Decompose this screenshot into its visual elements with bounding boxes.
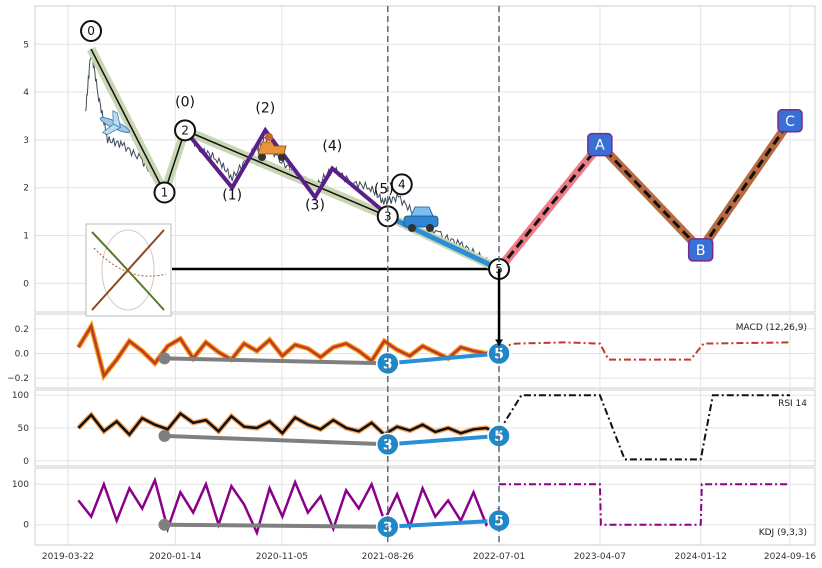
x-tick-label: 2020-01-14 (149, 552, 202, 562)
car-wheel (408, 224, 416, 232)
macd-label: MACD (12,26,9) (736, 323, 807, 333)
rsi-forecast-line (498, 394, 790, 461)
macd-divergence-extension (387, 351, 500, 366)
rsi-wave-marker (376, 432, 400, 457)
macd-divergence-origin (158, 352, 171, 365)
abc-marker-label: C (785, 114, 795, 130)
macd-main-line (77, 323, 500, 379)
airplane-wing (101, 123, 122, 136)
x-tick-label: 2019-03-22 (42, 552, 94, 562)
wave-sub-line (183, 126, 386, 214)
wave-main-label: 1 (161, 185, 169, 199)
map-ring (101, 229, 155, 311)
abc-marker-box (587, 132, 613, 157)
scooter-icon (257, 133, 287, 161)
macd-forecast-line (498, 341, 791, 361)
kdj-main-line (77, 476, 500, 537)
wave-main-circle (174, 119, 197, 142)
car-wheel (426, 224, 434, 232)
kdj-forecast-line (499, 483, 790, 526)
subwave-label: (2) (255, 100, 275, 116)
abc-marker-label: A (595, 138, 605, 154)
price-y-tick-label: 5 (23, 40, 29, 50)
abc-marker-box (777, 109, 803, 133)
price-y-tick-label: 3 (23, 136, 29, 146)
macd-y-tick-label: 0.0 (15, 349, 30, 359)
price-y-tick-label: 1 (23, 232, 29, 242)
macd-divergence-line (164, 356, 388, 366)
rsi-wave-marker-label: 3 (383, 437, 393, 453)
macd-y-tick-label: −0.2 (7, 374, 29, 384)
x-tick-label: 2021-08-26 (362, 552, 415, 562)
macd-wave-marker-label: 5 (494, 346, 504, 362)
kdj-y-tick-label: 0 (23, 521, 29, 531)
wave-main-label: 2 (181, 123, 189, 137)
price-series-line (85, 51, 497, 273)
rsi-frame (34, 389, 816, 467)
wave-main-circle (80, 20, 103, 43)
projection-dashed-line (497, 119, 792, 270)
rsi-divergence-extension (387, 433, 500, 447)
axes: 2019-03-22 2020-01-14 2020-11-05 2021-08-26… (7, 40, 816, 562)
rsi-y-tick-label: 100 (12, 391, 29, 401)
scooter-body (257, 141, 287, 155)
x-tick-label: 2020-11-05 (256, 552, 308, 562)
scooter-rider (265, 133, 273, 141)
x-tick-label: 2022-07-01 (473, 552, 525, 562)
panel-frames (34, 5, 816, 546)
macd-frame (34, 313, 816, 389)
x-tick-label: 2024-09-16 (764, 552, 817, 562)
x-tick-label: 2024-01-12 (675, 552, 727, 562)
macd-wave-marker-label: 3 (383, 356, 393, 372)
scooter-wheel (278, 153, 286, 161)
price-y-tick-label: 0 (23, 279, 29, 289)
abc-marker-box (687, 238, 714, 262)
rsi-label: RSI 14 (778, 399, 807, 409)
scooter-wheel (258, 153, 266, 161)
price-panel: (0)(1)(2)(3)(4)(5)4ABC01235 (80, 20, 803, 317)
airplane-icon (99, 110, 131, 136)
projection-pink-band (495, 141, 604, 272)
wave-4-circle (390, 173, 413, 196)
rsi-y-tick-label: 0 (23, 457, 29, 467)
kdj-frame (34, 467, 816, 546)
overlay-markers (387, 6, 504, 545)
price-y-tick-label: 2 (23, 184, 29, 194)
macd-panel: MACD (12,26,9) 3 5 (76, 319, 807, 382)
rsi-panel: RSI 1435 (76, 394, 807, 461)
subwave-label: (4) (322, 139, 342, 155)
price-frame (34, 5, 816, 313)
kdj-label: KDJ (9,3,3) (759, 528, 807, 538)
connector-arrow-head (495, 339, 504, 346)
kdj-divergence-line (164, 522, 388, 529)
price-y-tick-label: 4 (23, 88, 29, 98)
rsi-y-tick-label: 50 (18, 424, 30, 434)
kdj-y-tick-label: 100 (12, 480, 29, 490)
rsi-main-line (77, 411, 500, 437)
wave-main-label: 0 (87, 24, 95, 38)
map-curve (93, 247, 167, 277)
kdj-divergence-extension (387, 518, 500, 529)
subwave-label: (5) (374, 182, 394, 198)
rsi-divergence-line (164, 433, 388, 447)
subwave-label: (1) (222, 188, 242, 204)
target-map-icon (85, 223, 172, 317)
car-icon (403, 206, 439, 232)
abc-marker-label: B (696, 243, 706, 259)
macd-y-tick-label: 0.2 (15, 325, 29, 335)
wave-main-circle (153, 181, 176, 204)
wave-4-label: 4 (398, 177, 406, 191)
rsi-divergence-origin (158, 429, 171, 442)
subwave-label: (0) (175, 94, 195, 110)
subwave-label: (3) (305, 197, 325, 213)
kdj-panel: KDJ (9,3,3)35 (77, 476, 807, 539)
kdj-divergence-origin (158, 518, 171, 531)
car-roof (410, 206, 434, 217)
map-curve (91, 229, 165, 311)
macd-wave-marker (376, 351, 400, 376)
x-tick-label: 2023-04-07 (574, 552, 626, 562)
